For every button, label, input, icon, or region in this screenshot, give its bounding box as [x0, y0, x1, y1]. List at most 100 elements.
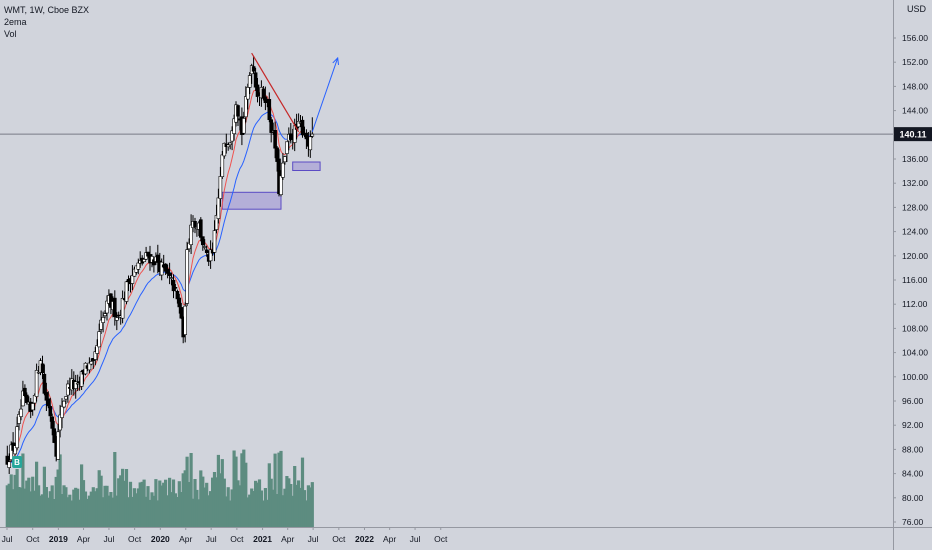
candle-body: [15, 426, 19, 449]
candle-body: [101, 317, 105, 323]
candle-body: [60, 406, 64, 418]
volume-bar: [27, 477, 31, 527]
projection-arrow: [311, 57, 339, 132]
volume-bar: [144, 496, 148, 527]
price-axis[interactable]: 156.00152.00148.00144.00140.00136.00132.…: [893, 33, 928, 527]
volume-bar: [234, 456, 238, 527]
volume-bar: [275, 494, 279, 527]
candle: [208, 240, 213, 269]
symbol-label[interactable]: WMT, 1W, Cboe BZX: [4, 5, 90, 15]
volume-bar: [297, 480, 301, 527]
volume-bar: [136, 488, 140, 527]
candle-body: [52, 428, 57, 443]
candle-body: [310, 133, 315, 137]
volume-bar: [15, 469, 19, 527]
volume-bar: [293, 466, 297, 527]
volume-bar: [81, 480, 86, 527]
volume-bar: [31, 476, 35, 527]
volume-bar: [214, 477, 219, 527]
volume-bar: [162, 482, 166, 527]
candle-body: [236, 105, 240, 117]
arrow-head: [332, 56, 340, 65]
candle-body: [42, 373, 47, 394]
volume-bar: [103, 485, 107, 527]
candle-body: [204, 249, 209, 253]
volume-bar: [166, 495, 170, 527]
volume-bar: [209, 491, 213, 527]
volume-bars: [5, 449, 314, 527]
candle-body: [75, 382, 80, 385]
candle: [273, 121, 277, 159]
candle-body: [216, 197, 221, 219]
time-tick-label: 2021: [253, 534, 272, 544]
candle-body: [279, 175, 283, 195]
volume-bar: [107, 495, 111, 527]
volume-label[interactable]: Vol: [4, 29, 17, 39]
candle: [60, 398, 64, 429]
indicator-label[interactable]: 2ema: [4, 17, 27, 27]
volume-bar: [169, 492, 174, 527]
volume-bar: [197, 499, 201, 527]
drawing-annotations: B: [12, 52, 340, 468]
candle-body: [173, 286, 178, 289]
candle: [120, 290, 125, 324]
candle: [7, 453, 11, 474]
volume-bar: [195, 489, 199, 527]
volume-bar: [183, 470, 187, 527]
candle-body: [46, 398, 51, 407]
candle-body: [97, 331, 101, 348]
candle: [179, 302, 184, 319]
volume-bar: [64, 487, 68, 527]
candle-body: [251, 66, 256, 72]
volume-bar: [111, 497, 115, 527]
time-tick-label: Apr: [281, 534, 294, 544]
time-tick-label: Apr: [383, 534, 396, 544]
candle-body: [212, 230, 217, 253]
volume-bar: [277, 452, 281, 527]
volume-bar: [150, 492, 154, 527]
candle: [48, 397, 53, 422]
price-tick-label: 100.00: [902, 372, 928, 382]
candle-body: [199, 219, 203, 238]
candle-body: [120, 297, 125, 319]
time-tick-label: Jul: [410, 534, 421, 544]
candle-body: [246, 87, 250, 100]
candle: [177, 293, 182, 314]
volume-bar: [134, 493, 138, 527]
price-tick-label: 104.00: [902, 348, 928, 358]
volume-bar: [40, 494, 45, 527]
candle-body: [300, 119, 305, 136]
time-axis[interactable]: Jul Oct 2019 Apr Jul Oct 2020 Apr Jul Oct 2021 Apr J…: [2, 527, 448, 544]
price-tick-label: 92.00: [902, 420, 924, 430]
candle: [95, 339, 99, 361]
volume-bar: [66, 497, 70, 527]
candle-body: [304, 132, 309, 140]
volume-bar: [207, 495, 211, 527]
volume-bar: [310, 482, 314, 527]
candle-body: [9, 444, 13, 460]
volume-bar: [224, 496, 228, 527]
candle: [255, 78, 260, 103]
volume-bar: [25, 480, 29, 527]
candle: [124, 280, 129, 305]
volume-bar: [246, 497, 250, 527]
volume-bar: [152, 495, 156, 527]
volume-bar: [148, 499, 152, 527]
volume-bar: [154, 479, 158, 527]
currency-label[interactable]: USD: [906, 4, 926, 14]
volume-bar: [189, 453, 193, 527]
candle: [23, 384, 27, 397]
volume-bar: [52, 499, 56, 527]
candle: [142, 258, 146, 263]
volume-bar: [44, 487, 48, 527]
volume-bar: [248, 494, 252, 527]
volume-bar: [171, 479, 176, 527]
volume-bar: [187, 482, 191, 527]
candle-body: [115, 317, 119, 321]
volume-bar: [273, 453, 277, 527]
volume-bar: [132, 488, 136, 527]
candle: [296, 113, 301, 129]
candle-body: [169, 277, 174, 279]
volume-bar: [252, 491, 256, 527]
